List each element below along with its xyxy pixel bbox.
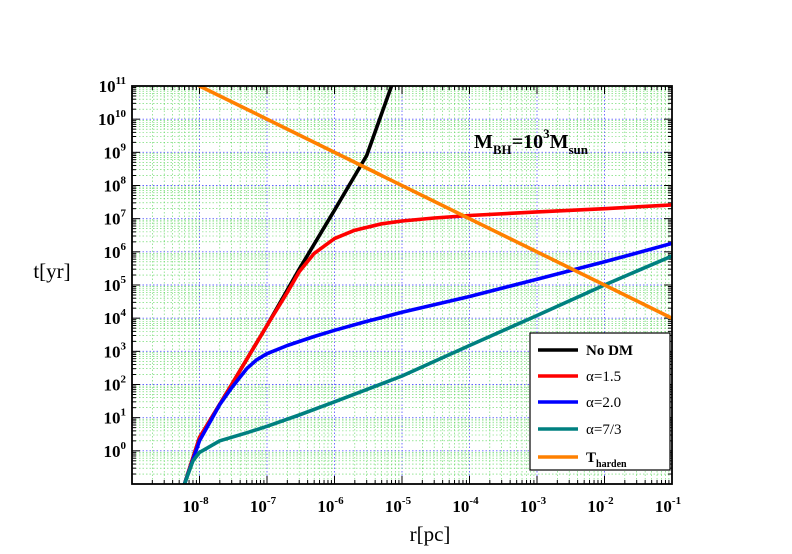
annot-bh: BH	[493, 142, 512, 157]
series-line-1	[182, 203, 672, 484]
x-tick-label: 10-1	[655, 495, 681, 516]
legend-label-3: α=7/3	[586, 422, 622, 438]
x-tick-labels: 10-8 10-7 10-6 10-5 10-4 10-3 10-2 10-1	[182, 495, 681, 516]
plot-frame	[131, 85, 673, 485]
grid	[132, 86, 672, 484]
series-line-3	[182, 254, 672, 484]
annot-eq: =10	[512, 131, 543, 153]
y-tick-label: 109	[104, 141, 127, 162]
annot-m: M	[474, 131, 493, 153]
y-axis-label: t[yr]	[33, 259, 70, 283]
y-tick-label: 105	[104, 274, 127, 295]
series-layer	[182, 86, 672, 484]
y-tick-label: 107	[104, 208, 127, 229]
x-tick-label: 10-5	[385, 495, 412, 516]
legend-label-2: α=2.0	[586, 395, 621, 411]
x-tick-label: 10-7	[250, 495, 277, 516]
annot-m2: M	[550, 131, 569, 153]
x-axis-label: r[pc]	[410, 522, 451, 546]
y-tick-label: 101	[104, 407, 127, 428]
mass-annotation: MBH=103Msun	[474, 126, 589, 157]
y-tick-label: 103	[104, 340, 127, 361]
x-tick-label: 10-8	[182, 495, 209, 516]
y-tick-label: 1011	[99, 75, 126, 96]
y-tick-labels: 100 101 102 103 104 105 106 107 108 109 1010 1011	[98, 75, 127, 461]
x-tick-label: 10-6	[317, 495, 344, 516]
y-tick-label: 100	[104, 440, 127, 461]
annot-exp: 3	[543, 126, 550, 141]
y-tick-label: 102	[104, 374, 127, 395]
annot-sun: sun	[568, 142, 588, 157]
x-tick-label: 10-2	[587, 495, 614, 516]
series-line-4	[197, 86, 672, 321]
legend-label-4: Tharden	[586, 450, 627, 470]
x-tick-label: 10-3	[520, 495, 547, 516]
series-line-2	[182, 241, 672, 484]
legend-label-1: α=1.5	[586, 369, 621, 385]
legend-label-0: No DM	[586, 343, 633, 359]
x-tick-label: 10-4	[452, 495, 479, 516]
y-tick-label: 106	[104, 241, 127, 262]
legend: No DM α=1.5 α=2.0 α=7/3 Tharden	[529, 332, 671, 471]
y-tick-label: 108	[104, 175, 127, 196]
y-tick-label: 1010	[98, 108, 127, 129]
y-tick-label: 104	[104, 307, 127, 328]
